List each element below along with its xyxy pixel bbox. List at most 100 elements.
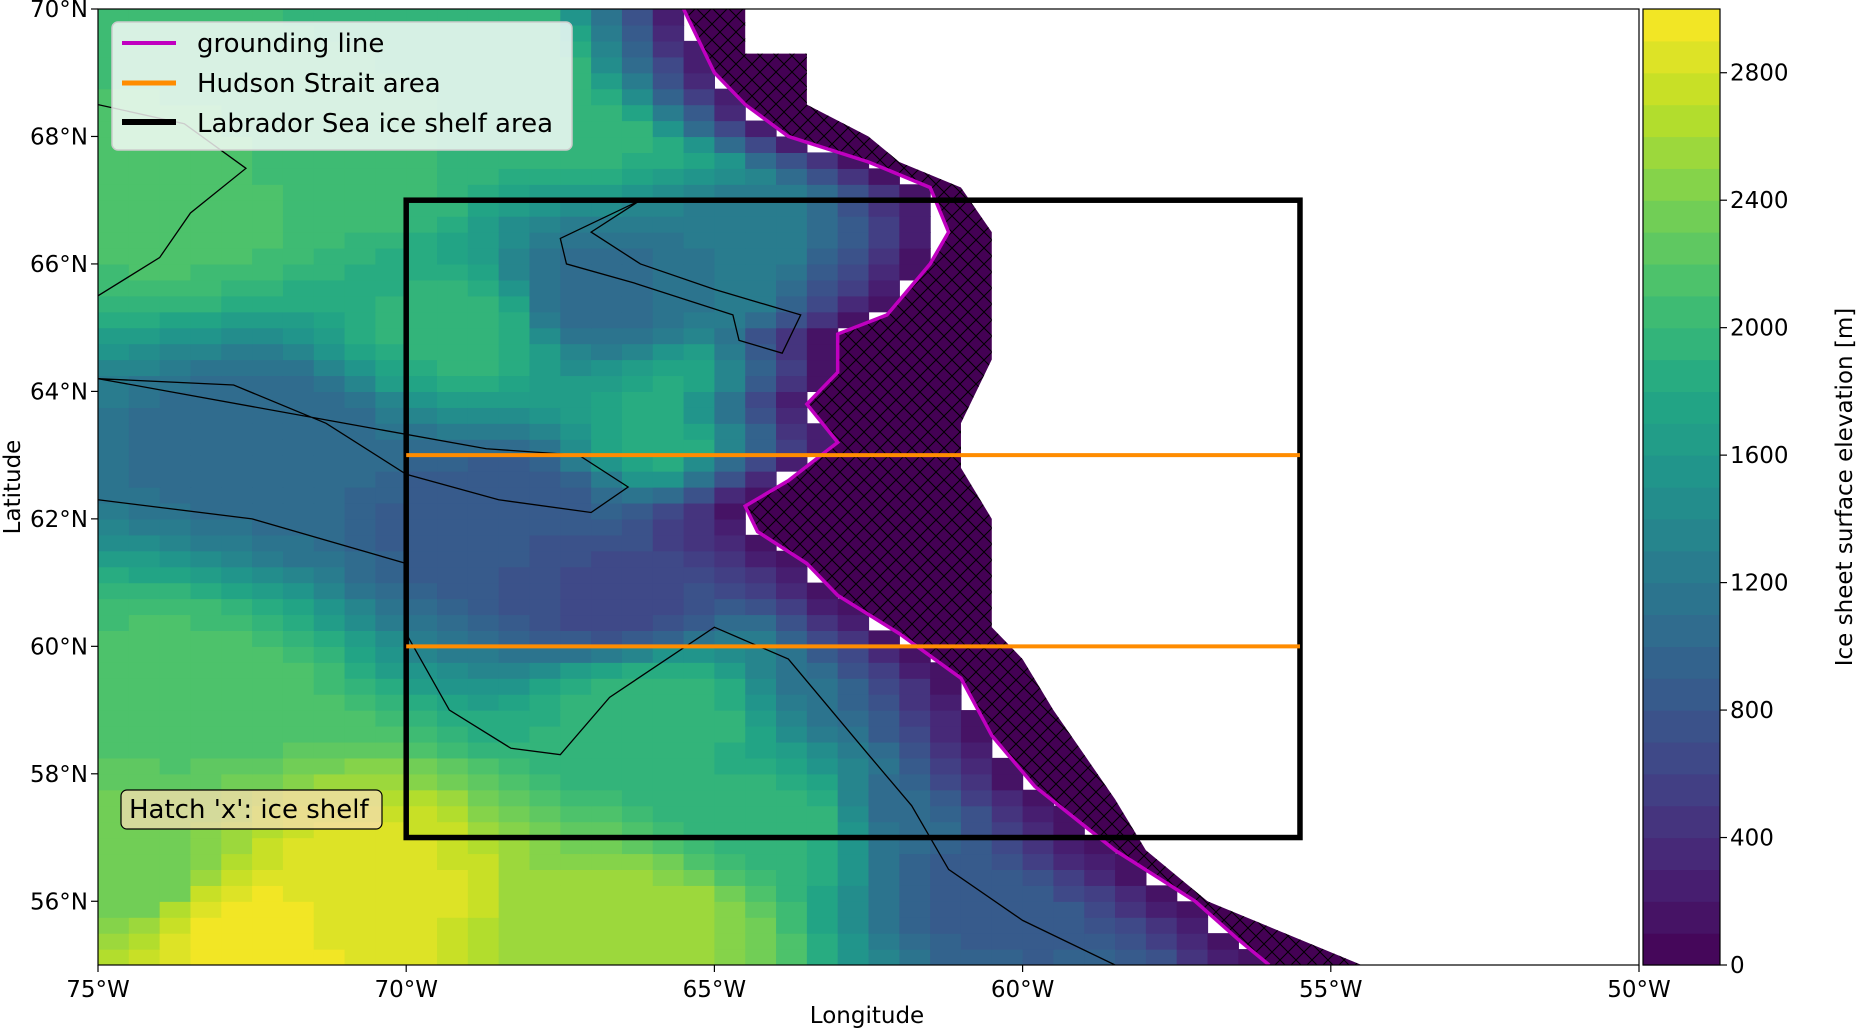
elevation-cell bbox=[837, 821, 870, 839]
elevation-cell bbox=[806, 152, 839, 169]
y-axis: 56°N 58°N 60°N 62°N 64°N 66°N 68°N 70°N bbox=[30, 0, 98, 915]
elevation-cell bbox=[190, 630, 222, 647]
elevation-cell bbox=[621, 375, 654, 392]
elevation-cell bbox=[1022, 805, 1055, 823]
elevation-cell bbox=[406, 630, 438, 647]
elevation-cell bbox=[375, 168, 407, 185]
elevation-cell bbox=[837, 933, 870, 950]
elevation-cell bbox=[406, 741, 438, 759]
elevation-cell bbox=[344, 407, 376, 424]
elevation-cell bbox=[159, 343, 192, 361]
elevation-cell bbox=[190, 757, 222, 775]
elevation-cell bbox=[652, 104, 685, 122]
elevation-cell bbox=[591, 136, 623, 153]
elevation-cell bbox=[221, 455, 253, 472]
elevation-cell bbox=[1053, 837, 1085, 855]
elevation-cell bbox=[683, 72, 715, 90]
elevation-cell bbox=[159, 184, 192, 201]
elevation-cell bbox=[591, 566, 623, 584]
elevation-cell bbox=[560, 741, 592, 759]
elevation-cell bbox=[745, 630, 777, 647]
elevation-cell bbox=[128, 487, 161, 504]
elevation-cell bbox=[776, 949, 808, 965]
elevation-cell bbox=[128, 646, 161, 663]
elevation-cell bbox=[591, 104, 623, 122]
elevation-cell bbox=[437, 168, 469, 185]
elevation-cell bbox=[159, 837, 192, 855]
elevation-cell bbox=[159, 471, 192, 488]
elevation-cell bbox=[159, 375, 192, 392]
elevation-cell bbox=[560, 391, 592, 408]
elevation-cell bbox=[159, 391, 192, 408]
elevation-cell bbox=[899, 741, 931, 759]
colorbar-level bbox=[1643, 232, 1720, 265]
elevation-cell bbox=[344, 614, 376, 631]
elevation-cell bbox=[714, 216, 746, 233]
elevation-contour bbox=[98, 378, 630, 514]
elevation-cell bbox=[960, 837, 993, 855]
elevation-cell bbox=[190, 343, 222, 361]
elevation-cell bbox=[344, 630, 376, 647]
elevation-cell bbox=[159, 566, 192, 584]
elevation-cell bbox=[560, 853, 592, 870]
elevation-cell bbox=[375, 407, 407, 424]
elevation-cell bbox=[128, 263, 161, 281]
elevation-cell bbox=[652, 678, 685, 695]
elevation-cell bbox=[837, 295, 870, 313]
elevation-cell bbox=[437, 439, 469, 456]
elevation-cell bbox=[437, 502, 469, 520]
colorbar-tick-label: 2800 bbox=[1730, 61, 1789, 87]
elevation-cell bbox=[437, 248, 469, 265]
elevation-cell bbox=[98, 200, 130, 217]
elevation-cell bbox=[282, 726, 315, 743]
elevation-cell bbox=[621, 789, 654, 807]
elevation-cell bbox=[313, 949, 346, 965]
elevation-cell bbox=[683, 773, 715, 791]
elevation-cell bbox=[375, 933, 407, 950]
elevation-cell bbox=[221, 949, 253, 965]
elevation-cell bbox=[159, 901, 192, 918]
elevation-cell bbox=[960, 933, 993, 950]
elevation-cell bbox=[221, 630, 253, 647]
elevation-cell bbox=[591, 741, 623, 759]
elevation-cell bbox=[159, 646, 192, 663]
elevation-cell bbox=[621, 232, 654, 249]
elevation-cell bbox=[344, 295, 376, 313]
elevation-cell bbox=[375, 200, 407, 217]
elevation-cell bbox=[437, 773, 469, 791]
elevation-cell bbox=[714, 518, 746, 536]
elevation-cell bbox=[899, 789, 931, 807]
elevation-cell bbox=[252, 901, 284, 918]
colorbar-level bbox=[1643, 550, 1720, 584]
elevation-cell bbox=[529, 566, 561, 584]
elevation-cell bbox=[282, 694, 315, 711]
elevation-cell bbox=[745, 184, 777, 201]
elevation-cell bbox=[652, 40, 685, 58]
elevation-cell bbox=[652, 757, 685, 775]
elevation-cell bbox=[652, 88, 685, 106]
elevation-cell bbox=[837, 200, 870, 217]
elevation-cell bbox=[98, 773, 130, 791]
colorbar-level bbox=[1643, 391, 1720, 424]
elevation-cell bbox=[344, 741, 376, 759]
elevation-cell bbox=[313, 152, 346, 169]
elevation-cell bbox=[991, 789, 1024, 807]
elevation-cell bbox=[591, 757, 623, 775]
elevation-cell bbox=[745, 168, 777, 185]
elevation-cell bbox=[467, 678, 500, 695]
elevation-cell bbox=[621, 694, 654, 711]
elevation-cell bbox=[776, 263, 808, 281]
elevation-cell bbox=[252, 407, 284, 424]
elevation-cell bbox=[159, 917, 192, 934]
elevation-cell bbox=[745, 614, 777, 631]
elevation-cell bbox=[128, 837, 161, 855]
elevation-cell bbox=[159, 869, 192, 886]
elevation-cell bbox=[806, 933, 839, 950]
elevation-cell bbox=[714, 327, 746, 345]
elevation-cell bbox=[313, 311, 346, 329]
elevation-cell bbox=[128, 534, 161, 552]
elevation-cell bbox=[128, 678, 161, 695]
elevation-cell bbox=[621, 917, 654, 934]
elevation-cell bbox=[776, 901, 808, 918]
elevation-cell bbox=[313, 168, 346, 185]
